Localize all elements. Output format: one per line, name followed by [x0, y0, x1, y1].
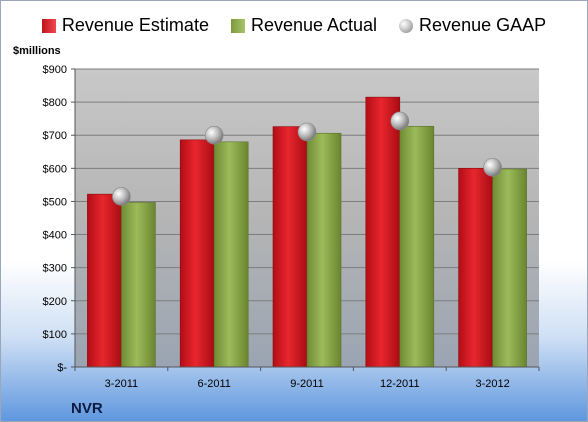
marker-revenue-gaap: [483, 158, 502, 177]
bar-revenue-estimate: [272, 126, 308, 368]
y-tick-label: $-: [57, 362, 67, 374]
x-tick-label: 3-2012: [475, 378, 509, 390]
bar-revenue-estimate: [179, 139, 215, 368]
legend: Revenue Estimate Revenue Actual Revenue …: [1, 15, 587, 36]
legend-item-estimate: Revenue Estimate: [41, 15, 209, 36]
y-tick-label: $300: [43, 263, 67, 275]
company-label: NVR: [71, 400, 103, 417]
y-tick-label: $600: [43, 163, 67, 175]
y-tick-label: $800: [43, 97, 67, 109]
y-tick-label: $100: [43, 329, 67, 341]
legend-item-gaap: Revenue GAAP: [399, 15, 546, 36]
bar-revenue-actual: [306, 132, 342, 368]
bar-revenue-actual: [492, 168, 527, 368]
legend-swatch-estimate: [41, 18, 56, 33]
legend-swatch-gaap: [399, 18, 414, 33]
legend-item-actual: Revenue Actual: [230, 15, 378, 36]
legend-swatch-actual: [230, 18, 245, 33]
legend-label-estimate: Revenue Estimate: [61, 15, 209, 35]
marker-revenue-gaap: [297, 122, 317, 142]
bar-revenue-estimate: [87, 193, 122, 368]
legend-label-actual: Revenue Actual: [250, 15, 378, 35]
x-tick-label: 9-2011: [290, 378, 323, 390]
x-tick-label: 12-2011: [380, 378, 420, 390]
y-tick-label: $400: [43, 230, 67, 242]
y-tick-label: $700: [43, 130, 67, 142]
bar-revenue-estimate: [458, 168, 493, 368]
x-tick-label: 3-2011: [105, 378, 138, 390]
bar-revenue-actual: [213, 141, 249, 368]
bar-revenue-actual: [399, 125, 435, 368]
y-tick-label: $200: [43, 296, 67, 308]
x-tick-label: 6-2011: [197, 378, 230, 390]
legend-label-gaap: Revenue GAAP: [419, 15, 547, 35]
y-axis-unit-label: $millions: [13, 45, 61, 57]
bar-revenue-actual: [121, 202, 156, 368]
marker-revenue-gaap: [204, 125, 224, 145]
y-tick-label: $500: [43, 196, 67, 208]
y-tick-label: $900: [43, 64, 67, 76]
marker-revenue-gaap: [390, 111, 410, 131]
bar-revenue-estimate: [365, 96, 401, 368]
marker-revenue-gaap: [112, 187, 131, 206]
